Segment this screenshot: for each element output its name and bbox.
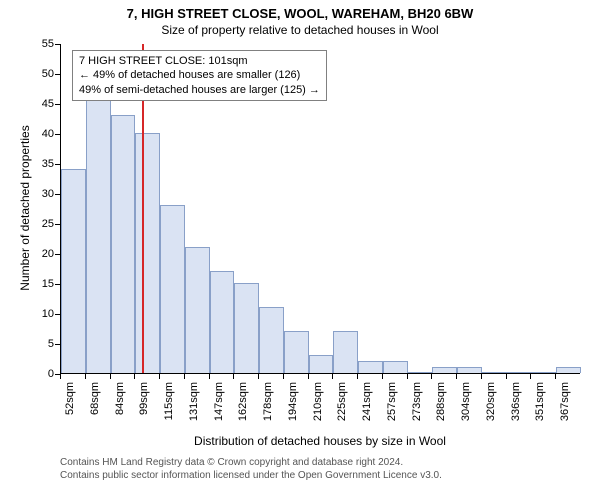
histogram-bar [457,367,482,373]
y-tick-mark [55,74,60,75]
x-tick-mark [357,374,358,379]
histogram-bar [185,247,210,373]
histogram-bar [432,367,457,373]
x-tick-mark [60,374,61,379]
x-tick-label: 273sqm [411,382,423,442]
chart-title-line2: Size of property relative to detached ho… [0,21,600,37]
x-tick-mark [159,374,160,379]
histogram-bar [482,372,507,373]
y-tick-label: 55 [0,38,54,50]
x-tick-label: 367sqm [559,382,571,442]
histogram-bar [259,307,284,373]
attribution-line1: Contains HM Land Registry data © Crown c… [60,456,442,469]
y-tick-mark [55,284,60,285]
histogram-bar [61,169,86,373]
x-tick-mark [332,374,333,379]
x-tick-mark [308,374,309,379]
y-tick-mark [55,104,60,105]
histogram-bar [210,271,235,373]
histogram-bar [135,133,160,373]
y-tick-mark [55,164,60,165]
x-tick-mark [530,374,531,379]
x-tick-label: 99sqm [138,382,150,442]
y-tick-mark [55,194,60,195]
x-tick-mark [85,374,86,379]
x-tick-label: 336sqm [510,382,522,442]
histogram-bar [234,283,259,373]
y-tick-label: 5 [0,338,54,350]
y-tick-label: 0 [0,368,54,380]
histogram-bar [86,97,111,373]
histogram-bar [284,331,309,373]
x-tick-label: 225sqm [336,382,348,442]
attribution-line2: Contains public sector information licen… [60,469,442,482]
chart-annotation-box: 7 HIGH STREET CLOSE: 101sqm ← 49% of det… [72,50,327,101]
x-tick-mark [506,374,507,379]
x-tick-mark [258,374,259,379]
annotation-line2: ← 49% of detached houses are smaller (12… [79,68,320,82]
histogram-bar [408,372,433,373]
histogram-bar [383,361,408,373]
y-tick-label: 35 [0,158,54,170]
histogram-bar [111,115,136,373]
y-tick-label: 30 [0,188,54,200]
y-tick-label: 20 [0,248,54,260]
x-tick-mark [184,374,185,379]
x-tick-mark [110,374,111,379]
histogram-bar [556,367,581,373]
x-tick-mark [407,374,408,379]
y-tick-label: 10 [0,308,54,320]
histogram-bar [507,372,532,373]
histogram-bar [333,331,358,373]
x-tick-mark [456,374,457,379]
x-tick-label: 68sqm [89,382,101,442]
x-tick-label: 241sqm [361,382,373,442]
x-tick-mark [555,374,556,379]
x-tick-mark [233,374,234,379]
x-tick-label: 115sqm [163,382,175,442]
y-tick-label: 40 [0,128,54,140]
histogram-bar [309,355,334,373]
y-tick-mark [55,224,60,225]
y-axis-label: Number of detached properties [18,118,32,298]
y-tick-mark [55,344,60,345]
annotation-line3: 49% of semi-detached houses are larger (… [79,83,320,97]
y-tick-mark [55,44,60,45]
histogram-bar [531,372,556,373]
x-tick-label: 320sqm [485,382,497,442]
x-tick-label: 210sqm [312,382,324,442]
x-tick-mark [283,374,284,379]
chart-title-line1: 7, HIGH STREET CLOSE, WOOL, WAREHAM, BH2… [0,0,600,21]
x-tick-label: 162sqm [237,382,249,442]
x-tick-label: 84sqm [114,382,126,442]
x-tick-mark [481,374,482,379]
x-tick-mark [431,374,432,379]
x-tick-label: 52sqm [64,382,76,442]
y-tick-mark [55,134,60,135]
x-tick-label: 304sqm [460,382,472,442]
y-tick-label: 50 [0,68,54,80]
y-tick-label: 45 [0,98,54,110]
x-tick-mark [134,374,135,379]
x-tick-mark [209,374,210,379]
attribution-text: Contains HM Land Registry data © Crown c… [60,456,442,482]
x-tick-label: 131sqm [188,382,200,442]
x-tick-label: 194sqm [287,382,299,442]
x-tick-label: 178sqm [262,382,274,442]
y-tick-label: 25 [0,218,54,230]
y-tick-mark [55,254,60,255]
y-tick-label: 15 [0,278,54,290]
x-tick-label: 351sqm [534,382,546,442]
histogram-bar [358,361,383,373]
x-tick-label: 257sqm [386,382,398,442]
y-tick-mark [55,314,60,315]
annotation-line1: 7 HIGH STREET CLOSE: 101sqm [79,54,320,68]
x-tick-label: 288sqm [435,382,447,442]
x-tick-mark [382,374,383,379]
histogram-bar [160,205,185,373]
x-tick-label: 147sqm [213,382,225,442]
